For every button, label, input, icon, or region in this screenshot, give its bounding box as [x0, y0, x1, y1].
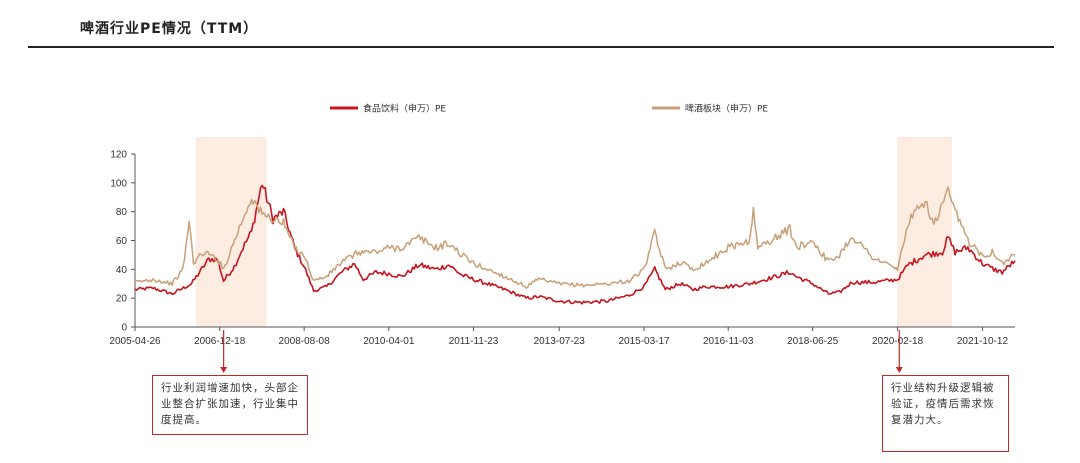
callout-note-2: 行业结构升级逻辑被验证，疫情后需求恢复潜力大。 — [882, 375, 1009, 452]
series-lines — [134, 184, 1016, 305]
legend-label-1: 食品饮料（申万）PE — [363, 103, 446, 115]
x-tick-label: 2011-11-23 — [449, 336, 499, 347]
callout-note-1: 行业利润增速加快，头部企业整合扩张加速，行业集中度提高。 — [152, 375, 308, 435]
x-tick-label: 2016-11-03 — [703, 336, 754, 347]
y-tick-label: 0 — [121, 323, 127, 334]
title-divider — [28, 46, 1054, 48]
x-tick-label: 2021-10-12 — [957, 336, 1009, 347]
x-tick-label: 2020-02-18 — [872, 336, 924, 347]
y-axis: 0 20 40 60 80 100 120 — [110, 150, 136, 334]
y-tick-label: 100 — [110, 178, 127, 189]
legend: 食品饮料（申万）PE 啤酒板块（申万）PE — [330, 103, 768, 115]
x-tick-label: 2015-03-17 — [618, 336, 670, 347]
y-tick-label: 120 — [110, 150, 127, 161]
y-tick-label: 20 — [116, 294, 128, 305]
y-tick-label: 60 — [116, 236, 128, 247]
x-axis: 2005-04-26 2006-12-18 2008-08-08 2010-04-01… — [109, 326, 1015, 347]
y-tick-label: 40 — [116, 265, 128, 276]
series-line-1 — [134, 184, 1016, 305]
x-tick-label: 2010-04-01 — [363, 336, 415, 347]
series-line-2 — [134, 186, 1016, 289]
x-tick-label: 2013-07-23 — [534, 336, 586, 347]
highlight-bands — [195, 137, 953, 327]
y-tick-label: 80 — [116, 207, 128, 218]
x-tick-label: 2018-06-25 — [787, 336, 839, 347]
callout-arrow-head-1 — [220, 367, 228, 373]
callout-arrows — [220, 330, 903, 373]
x-tick-label: 2005-04-26 — [109, 336, 161, 347]
page-title: 啤酒行业PE情况（TTM） — [80, 21, 259, 37]
x-tick-label: 2006-12-18 — [194, 336, 246, 347]
highlight-band-1 — [195, 137, 267, 327]
legend-label-2: 啤酒板块（申万）PE — [685, 103, 768, 115]
callout-arrow-head-2 — [895, 367, 903, 373]
x-tick-label: 2008-08-08 — [279, 336, 331, 347]
